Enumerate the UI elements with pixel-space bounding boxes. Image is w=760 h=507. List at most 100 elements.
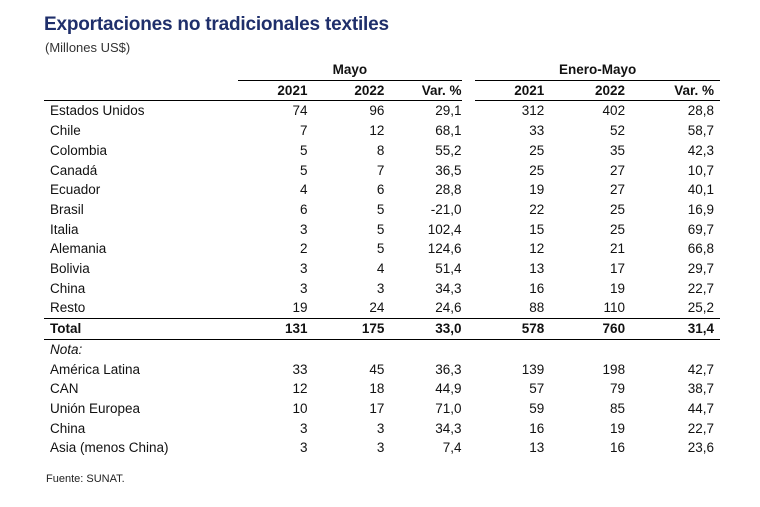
table-cell: 42,3: [687, 142, 714, 158]
table-cell: 42,7: [687, 361, 714, 377]
table-cell: 25: [529, 142, 545, 158]
table-cell: 7,4: [442, 440, 462, 456]
page-title: Exportaciones no tradicionales textiles: [44, 14, 389, 35]
table-cell: 88: [529, 300, 545, 316]
source-note: Fuente: SUNAT.: [46, 473, 125, 485]
table-cell: 21: [610, 241, 626, 257]
row-label: Total: [44, 318, 239, 340]
table-cell: 25: [610, 201, 626, 217]
row-label: Brasil: [50, 201, 84, 217]
table-cell: 40,1: [687, 182, 714, 198]
table-cell: 36,3: [435, 361, 462, 377]
row-label: Resto: [50, 300, 86, 316]
table-row: América Latina 33 45 36,3 139 198 42,7: [44, 360, 720, 380]
table-cell: 3: [376, 420, 385, 436]
table-cell: 16: [529, 280, 545, 296]
table-cell: 5: [376, 221, 385, 237]
table-cell: 55,2: [435, 142, 462, 158]
table-row: China 3 3 34,3 16 19 22,7: [44, 279, 720, 299]
group-header-mayo: Mayo: [238, 60, 462, 81]
table-cell: 3: [376, 440, 385, 456]
table-row: Italia 3 5 102,4 15 25 69,7: [44, 220, 720, 240]
table-cell: 71,0: [435, 400, 462, 416]
table-cell: 25: [610, 221, 626, 237]
table-cell: 312: [521, 103, 545, 119]
column-header: Var. %: [625, 80, 720, 102]
table-cell: 33: [292, 361, 308, 377]
column-header: Var. %: [384, 80, 462, 102]
table-cell: 34,3: [435, 420, 462, 436]
table-cell: 51,4: [435, 261, 462, 277]
table-cell: 28,8: [687, 103, 714, 119]
table-cell: 760: [544, 318, 626, 340]
table-cell: 33: [529, 123, 545, 139]
table-cell: 13: [529, 440, 545, 456]
table-row: Estados Unidos 74 96 29,1 312 402 28,8: [44, 101, 720, 121]
table-cell: 36,5: [435, 162, 462, 178]
table-cell: 74: [292, 103, 308, 119]
table-cell: 35: [610, 142, 626, 158]
row-label: Colombia: [50, 142, 108, 158]
table-cell: 10,7: [687, 162, 714, 178]
row-label: Ecuador: [50, 182, 101, 198]
table-cell: 110: [603, 300, 626, 316]
table-cell: 198: [602, 361, 626, 377]
table-cell: 22,7: [687, 420, 714, 436]
table-row: CAN 12 18 44,9 57 79 38,7: [44, 379, 720, 399]
table-cell: 5: [299, 162, 308, 178]
table-cell: 17: [369, 400, 385, 416]
table-cell: 16: [610, 440, 626, 456]
row-label: Alemania: [50, 241, 107, 257]
nota-row: Nota:: [44, 339, 720, 359]
table-cell: 102,4: [427, 221, 462, 237]
table-cell: 22,7: [687, 280, 714, 296]
table-cell: 38,7: [687, 381, 714, 397]
row-label: América Latina: [50, 361, 141, 377]
table-cell: 44,7: [687, 400, 714, 416]
table-cell: 58,7: [687, 123, 714, 139]
table-cell: 6: [376, 182, 385, 198]
table-cell: 15: [529, 221, 545, 237]
table-cell: 5: [376, 241, 385, 257]
table-cell: 10: [292, 400, 308, 416]
column-header-row: 2021 2022 Var. % 2021 2022 Var. %: [44, 80, 720, 102]
table-cell: 6: [299, 201, 308, 217]
table-cell: 19: [610, 420, 626, 436]
table-cell: 16,9: [687, 201, 714, 217]
row-label: Bolivia: [50, 261, 90, 277]
table-cell: 24,6: [435, 300, 462, 316]
table-cell: 7: [376, 162, 385, 178]
table-cell: -21,0: [430, 201, 462, 217]
table-cell: 16: [529, 420, 545, 436]
table-row: Unión Europea 10 17 71,0 59 85 44,7: [44, 399, 720, 419]
group-header-row: Mayo Enero-Mayo: [44, 60, 720, 81]
table-cell: 4: [299, 182, 308, 198]
table-cell: 79: [610, 381, 626, 397]
table-cell: 96: [369, 103, 385, 119]
table-row: Alemania 2 5 124,6 12 21 66,8: [44, 239, 720, 259]
table-cell: 4: [376, 261, 385, 277]
table-cell: 19: [292, 300, 308, 316]
table-cell: 578: [475, 318, 545, 340]
table-cell: 18: [369, 381, 385, 397]
table-cell: 34,3: [435, 280, 462, 296]
table-row: Ecuador 4 6 28,8 19 27 40,1: [44, 180, 720, 200]
table-row: Colombia 5 8 55,2 25 35 42,3: [44, 141, 720, 161]
table-row: Chile 7 12 68,1 33 52 58,7: [44, 121, 720, 141]
table-cell: 5: [376, 201, 385, 217]
column-header: 2021: [238, 80, 308, 102]
row-label: Canadá: [50, 162, 98, 178]
table-cell: 66,8: [687, 241, 714, 257]
table-cell: 24: [369, 300, 385, 316]
table-cell: 52: [610, 123, 626, 139]
table-cell: 19: [610, 280, 626, 296]
table-cell: 402: [602, 103, 626, 119]
table-cell: 3: [299, 261, 308, 277]
table-row: China 3 3 34,3 16 19 22,7: [44, 419, 720, 439]
table-cell: 31,4: [625, 318, 720, 340]
table-cell: 25,2: [687, 300, 714, 316]
column-header: 2022: [544, 80, 626, 102]
table-cell: 12: [292, 381, 308, 397]
table-cell: 175: [307, 318, 385, 340]
table-cell: 29,1: [435, 103, 462, 119]
